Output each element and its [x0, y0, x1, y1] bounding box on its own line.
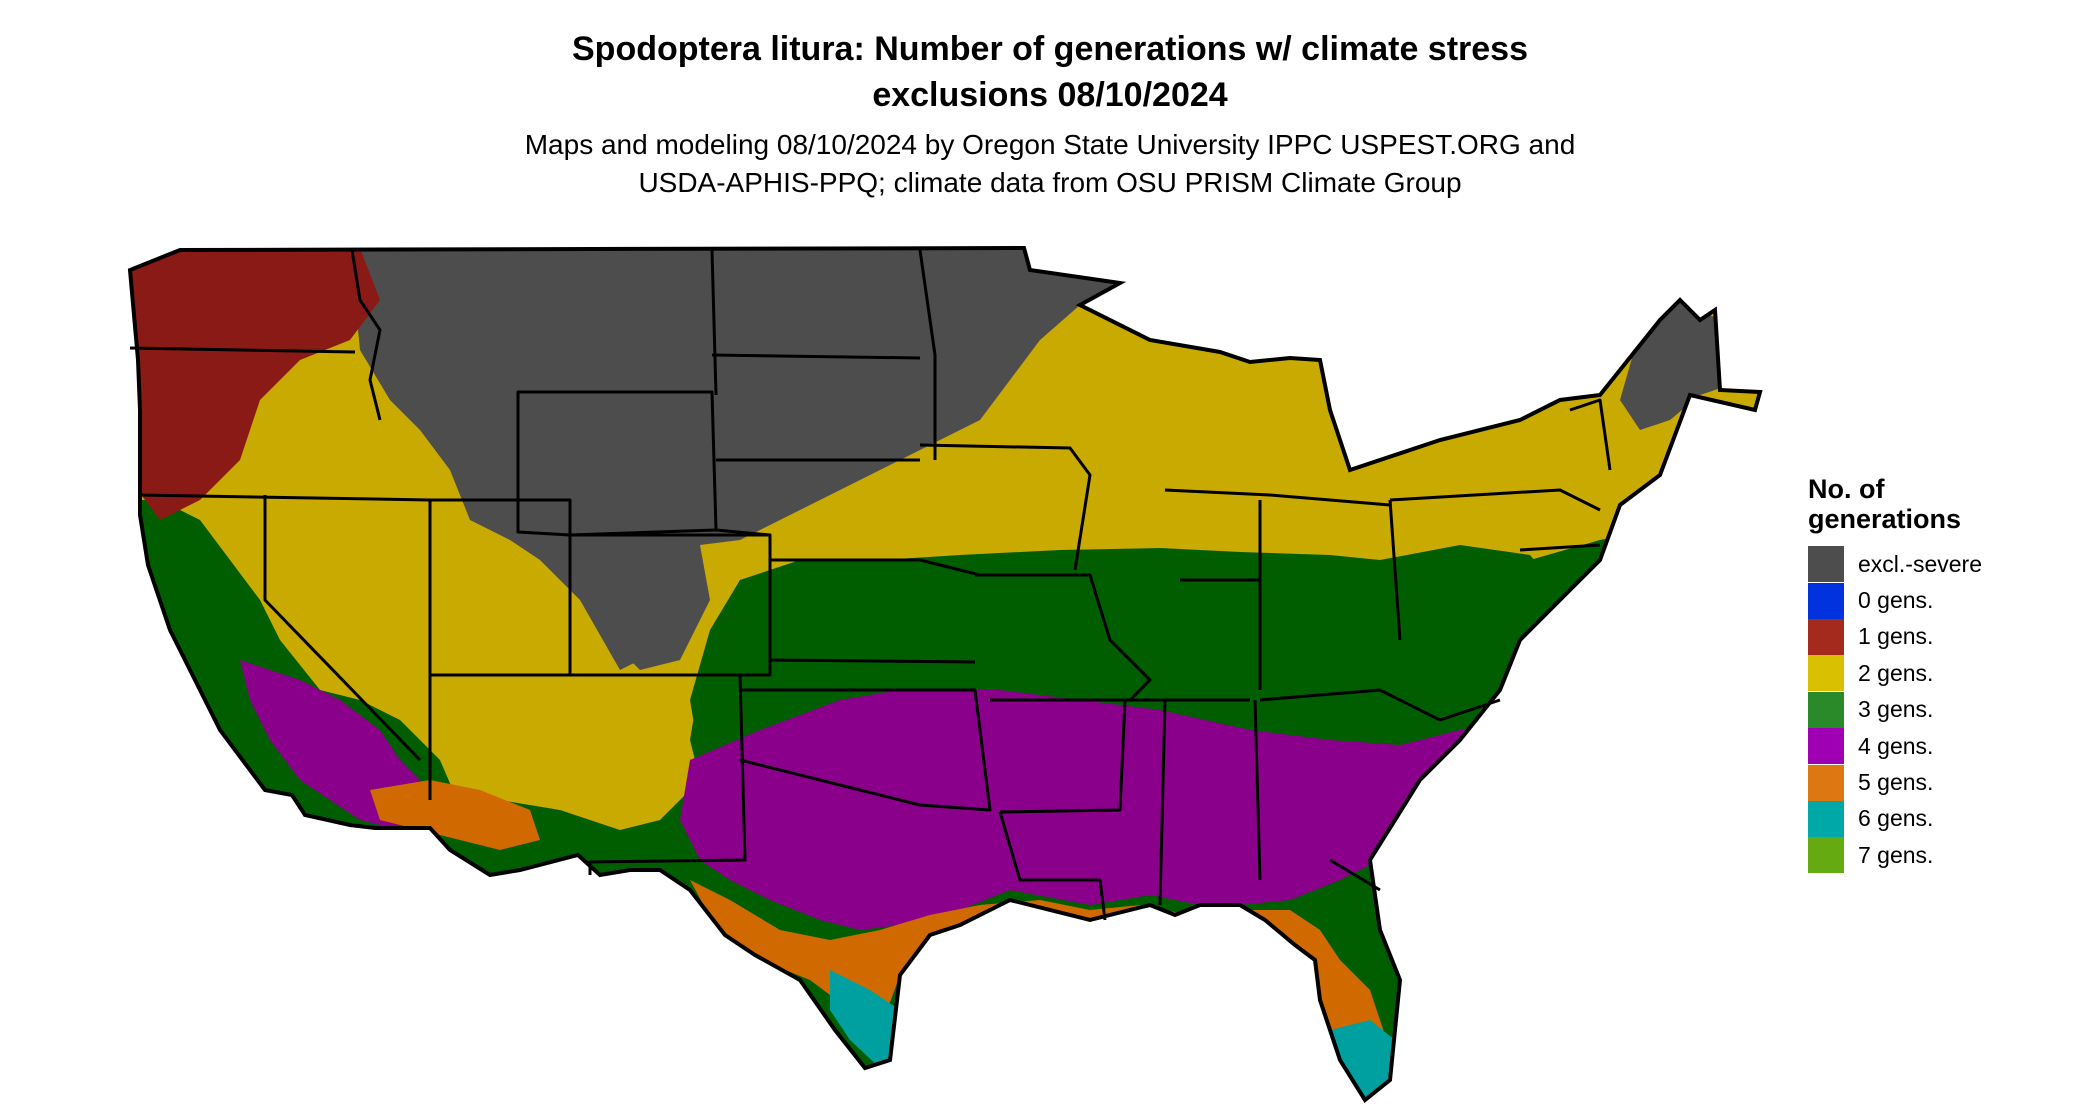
- zone-excluded-west: [580, 535, 710, 670]
- border-oklahoma-texas: [739, 688, 992, 812]
- legend-title: No. of generations: [1808, 474, 1982, 534]
- border-wyoming: [516, 390, 718, 537]
- legend-swatch: [1808, 764, 1844, 801]
- legend-item: 2 gens.: [1808, 655, 1982, 692]
- legend-item: excl.-severe: [1808, 546, 1982, 583]
- border-dakotas: [711, 249, 937, 462]
- legend-item: 5 gens.: [1808, 764, 1982, 801]
- border-nevada-california: [263, 495, 422, 762]
- legend-title-line-1: No. of: [1808, 474, 1885, 504]
- legend-items: excl.-severe 0 gens. 1 gens. 2 gens. 3 gens.…: [1808, 546, 1982, 874]
- legend-item: 0 gens.: [1808, 582, 1982, 619]
- legend-swatch: [1808, 582, 1844, 619]
- border-arkansas-louisiana: [990, 698, 1127, 921]
- border-utah-arizona: [428, 498, 572, 800]
- legend-item: 7 gens.: [1808, 837, 1982, 874]
- legend: No. of generations excl.-severe 0 gens. 1 …: [1808, 474, 1982, 874]
- legend-swatch: [1808, 546, 1844, 583]
- border-mississippi-alabama: [1125, 698, 1262, 906]
- legend-item: 4 gens.: [1808, 728, 1982, 765]
- legend-swatch: [1808, 691, 1844, 728]
- border-great-lakes: [1164, 488, 1402, 690]
- border-idaho-montana: [350, 249, 382, 421]
- border-minnesota-iowa: [919, 443, 1092, 571]
- zone-5-gens-gulf: [690, 880, 1390, 1100]
- legend-swatch: [1808, 800, 1844, 837]
- legend-item: 3 gens.: [1808, 691, 1982, 728]
- map-title: Spodoptera litura: Number of generations…: [0, 26, 2100, 118]
- legend-label: 2 gens.: [1858, 659, 1934, 686]
- map-title-line-1: Spodoptera litura: Number of generations…: [572, 30, 1528, 68]
- legend-label: 6 gens.: [1858, 805, 1934, 832]
- legend-label: 7 gens.: [1858, 841, 1934, 868]
- legend-swatch: [1808, 655, 1844, 692]
- legend-swatch: [1808, 728, 1844, 765]
- map-subtitle-line-2: USDA-APHIS-PPQ; climate data from OSU PR…: [638, 167, 1462, 198]
- zone-3-gens-central: [690, 545, 1560, 760]
- legend-label: 3 gens.: [1858, 696, 1934, 723]
- legend-label: 5 gens.: [1858, 769, 1934, 796]
- zone-6-gens-florida: [1330, 1020, 1395, 1100]
- generation-zones: [130, 248, 1760, 1100]
- legend-item: 6 gens.: [1808, 800, 1982, 837]
- legend-swatch: [1808, 618, 1844, 655]
- map-subtitle-line-1: Maps and modeling 08/10/2024 by Oregon S…: [524, 129, 1576, 160]
- legend-label: 0 gens.: [1858, 587, 1934, 614]
- legend-title-line-2: generations: [1808, 504, 1962, 534]
- legend-label: excl.-severe: [1858, 550, 1982, 577]
- legend-label: 1 gens.: [1858, 623, 1934, 650]
- legend-item: 1 gens.: [1808, 618, 1982, 655]
- map-subtitle: Maps and modeling 08/10/2024 by Oregon S…: [0, 126, 2100, 202]
- zone-excluded-maine: [1620, 300, 1730, 430]
- legend-swatch: [1808, 837, 1844, 874]
- legend-label: 4 gens.: [1858, 732, 1934, 759]
- zone-1-gens-pnw: [130, 248, 380, 520]
- zone-5-gens-arizona: [370, 780, 540, 850]
- border-northeast: [1389, 398, 1612, 552]
- border-montana-dakota: [710, 249, 718, 396]
- map-title-line-2: exclusions 08/10/2024: [872, 76, 1228, 114]
- border-oregon-washington: [129, 346, 431, 502]
